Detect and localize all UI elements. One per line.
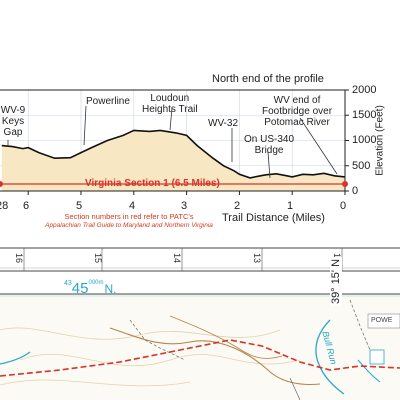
grid-number-14: 14 xyxy=(172,252,183,264)
map-line xyxy=(289,377,301,400)
note-line2: Appalachian Trail Guide to Maryland and … xyxy=(45,222,213,229)
ridge-contour xyxy=(109,327,321,386)
utm-main: 45 xyxy=(71,280,89,297)
stream xyxy=(357,359,381,383)
y-tick-500: 500 xyxy=(352,160,371,172)
powerline-leader xyxy=(83,105,87,146)
wv32-label: WV-32 xyxy=(208,118,239,129)
x-tick-3: 3 xyxy=(181,200,188,212)
y-tick-0: 0 xyxy=(352,185,359,197)
grid-number-16: 16 xyxy=(14,252,25,264)
topo-map xyxy=(0,293,400,400)
route-shield xyxy=(369,349,385,365)
loudoun-label: Loudoun Heights Trail xyxy=(142,93,198,115)
footbridge-leader xyxy=(299,117,338,175)
side-trail xyxy=(349,299,371,351)
x-tick-2: 2 xyxy=(234,200,241,212)
us340-leader xyxy=(267,151,271,179)
stream xyxy=(0,351,31,365)
utm-prefix: 43 xyxy=(64,280,72,287)
y-tick-1500: 1500 xyxy=(352,109,377,121)
appalachian-trail xyxy=(0,339,400,377)
utm-label: 4345000mN. xyxy=(64,280,117,300)
contour-line xyxy=(19,353,301,367)
section-start-dot xyxy=(0,181,3,187)
side-trail xyxy=(129,319,186,361)
y-axis-title: Elevation (Feet) xyxy=(374,105,386,176)
elevation-profile-chart xyxy=(0,89,349,195)
profile-header: North end of the profile xyxy=(212,73,324,85)
x-tick-6: 6 xyxy=(23,200,30,212)
grid-number-15: 15 xyxy=(93,252,104,264)
wv9-label: WV-9 Keys Gap xyxy=(0,105,26,138)
utm-sup: 000m xyxy=(88,280,104,286)
corner-label-box xyxy=(367,313,400,329)
latitude-label: 39° 15' N xyxy=(330,256,342,306)
elevation-area xyxy=(1,130,346,191)
section-end-dot xyxy=(342,181,348,187)
x-tick-4: 4 xyxy=(129,200,136,212)
ridge-contour xyxy=(169,315,283,359)
map-background xyxy=(0,294,400,400)
contour-line xyxy=(0,379,191,387)
loudoun-leader xyxy=(169,107,173,131)
note-line1: Section numbers in red refer to PATC's xyxy=(64,212,194,221)
corner-label: POWE xyxy=(371,317,393,324)
section-label: Virginia Section 1 (6.5 Miles) xyxy=(85,178,220,189)
elevation-line xyxy=(1,129,346,179)
footbridge-label: WV end of Footbridge over Potomac River xyxy=(262,95,333,128)
y-tick-2000: 2000 xyxy=(352,84,377,96)
x-tick-5: 5 xyxy=(76,200,83,212)
utm-suffix: N. xyxy=(104,282,117,296)
x-tick-0: 0 xyxy=(340,200,347,212)
powerline-label: Powerline xyxy=(86,96,130,107)
x-tick-28: 28 xyxy=(0,200,9,212)
latitude-text: 39° 15' N xyxy=(330,258,342,304)
y-tick-1000: 1000 xyxy=(352,134,377,146)
x-tick-1: 1 xyxy=(287,200,294,212)
bull-run-stream xyxy=(315,319,345,395)
us340-label: On US-340 Bridge xyxy=(244,134,295,156)
x-axis-title: Trail Distance (Miles) xyxy=(222,212,325,224)
contour-line xyxy=(0,327,281,340)
grid-number-13: 13 xyxy=(252,252,263,264)
